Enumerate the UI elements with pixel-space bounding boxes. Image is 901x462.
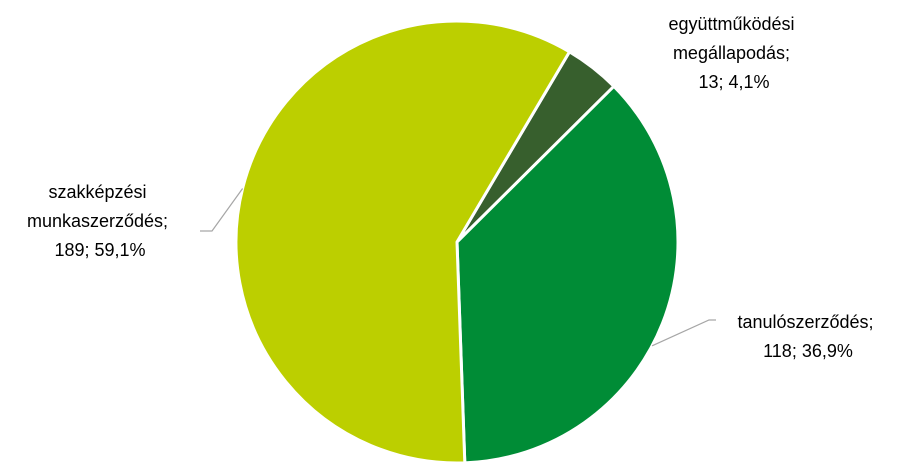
slice-label-szakkepzesi-line-2: munkaszerződés; [27, 211, 168, 231]
leader-line-szakkepzesi [200, 188, 244, 232]
slice-label-szakkepzesi-line-3: 189; 59,1% [54, 240, 145, 260]
slice-label-tanulo: tanulószerződés; 118; 36,9% [737, 312, 878, 361]
slice-label-egyuttmukodesi-line-3: 13; 4,1% [698, 72, 769, 92]
slice-label-egyuttmukodesi: együttműködési megállapodás; 13; 4,1% [668, 14, 799, 92]
slice-label-egyuttmukodesi-line-2: megállapodás; [673, 43, 790, 63]
pie-slices [234, 19, 680, 462]
slice-label-szakkepzesi-line-1: szakképzési [48, 182, 146, 202]
leader-lines [200, 188, 716, 347]
slice-label-tanulo-line-2: 118; 36,9% [763, 341, 853, 361]
leader-line-tanulo [651, 319, 716, 347]
pie-slice-szakkepzesi [234, 19, 572, 462]
slice-label-egyuttmukodesi-line-1: együttműködési [668, 14, 794, 34]
slice-label-szakkepzesi: szakképzési munkaszerződés; 189; 59,1% [27, 182, 173, 260]
pie-slice-tanulo [455, 84, 680, 462]
slice-label-tanulo-line-1: tanulószerződés; [737, 312, 873, 332]
